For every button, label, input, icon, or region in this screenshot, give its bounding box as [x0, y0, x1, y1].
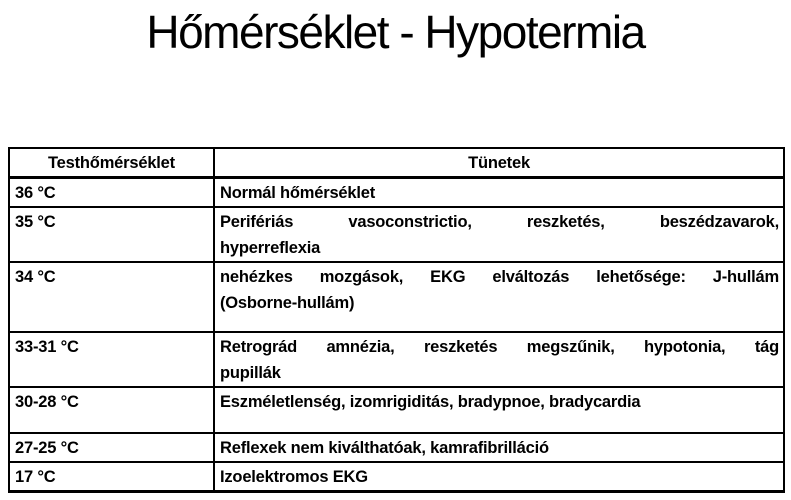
symptoms-text: Retrográd amnézia, reszketés megszűnik, …: [220, 338, 779, 356]
temperature-cell: 17 °C: [8, 461, 215, 493]
symptoms-text: Normál hőmérséklet: [220, 184, 376, 202]
column-header-body-temperature: Testhőmérséklet: [8, 147, 215, 179]
temperature-cell: 36 °C: [8, 176, 215, 208]
table-row: 33-31 °C Retrográd amnézia, reszketés me…: [8, 331, 785, 388]
column-header-symptoms: Tünetek: [213, 147, 785, 179]
temperature-cell: 34 °C: [8, 261, 215, 333]
temperature-cell: 35 °C: [8, 206, 215, 263]
symptoms-cell: Perifériás vasoconstrictio, reszketés, b…: [213, 206, 785, 263]
table-row: 17 °C Izoelektromos EKG: [8, 461, 785, 493]
symptoms-cell: Eszméletlenség, izomrigiditás, bradypnoe…: [213, 386, 785, 434]
table-header-row: Testhőmérséklet Tünetek: [8, 147, 785, 179]
table-row: 35 °C Perifériás vasoconstrictio, reszke…: [8, 206, 785, 263]
symptoms-text: Reflexek nem kiválthatóak, kamrafibrillá…: [220, 439, 549, 457]
symptoms-cell: Izoelektromos EKG: [213, 461, 785, 493]
temperature-cell: 27-25 °C: [8, 432, 215, 463]
symptoms-cell: Retrográd amnézia, reszketés megszűnik, …: [213, 331, 785, 388]
symptoms-cell: nehézkes mozgások, EKG elváltozás lehető…: [213, 261, 785, 333]
hypothermia-table: Testhőmérséklet Tünetek 36 °C Normál hőm…: [8, 147, 785, 493]
page-title: Hőmérséklet - Hypotermia: [146, 6, 646, 58]
table-row: 27-25 °C Reflexek nem kiválthatóak, kamr…: [8, 432, 785, 463]
table-row: 30-28 °C Eszméletlenség, izomrigiditás, …: [8, 386, 785, 434]
symptoms-text: (Osborne-hullám): [220, 294, 355, 312]
symptoms-text: Eszméletlenség, izomrigiditás, bradypnoe…: [220, 393, 641, 411]
symptoms-text: pupillák: [220, 364, 281, 382]
symptoms-text: Izoelektromos EKG: [220, 468, 368, 486]
table-row: 36 °C Normál hőmérséklet: [8, 176, 785, 208]
temperature-cell: 30-28 °C: [8, 386, 215, 434]
table-row: 34 °C nehézkes mozgások, EKG elváltozás …: [8, 261, 785, 333]
symptoms-text: nehézkes mozgások, EKG elváltozás lehető…: [220, 268, 779, 286]
symptoms-text: hyperreflexia: [220, 239, 321, 257]
temperature-cell: 33-31 °C: [8, 331, 215, 388]
symptoms-cell: Reflexek nem kiválthatóak, kamrafibrillá…: [213, 432, 785, 463]
symptoms-text: Perifériás vasoconstrictio, reszketés, b…: [220, 213, 779, 231]
symptoms-cell: Normál hőmérséklet: [213, 176, 785, 208]
